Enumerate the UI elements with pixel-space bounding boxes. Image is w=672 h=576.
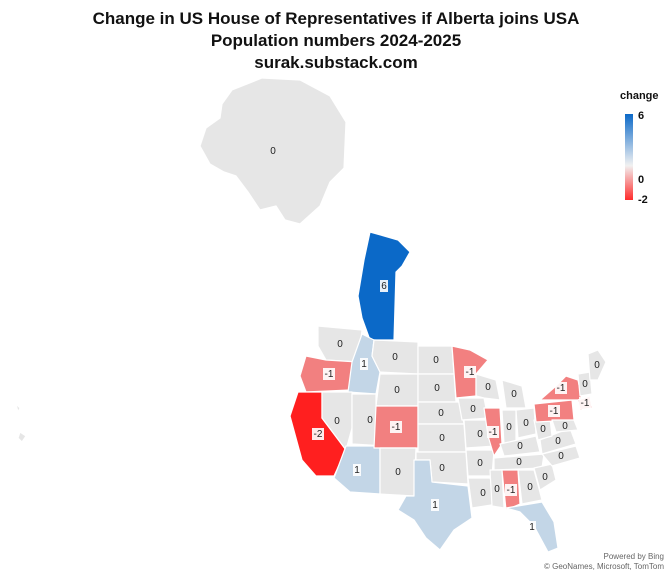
value-label: -1 bbox=[507, 485, 516, 496]
region-alaska[interactable] bbox=[199, 77, 347, 225]
credit-powered-by: Powered by Bing bbox=[603, 552, 664, 561]
value-label: 0 bbox=[555, 436, 561, 447]
value-label: -1 bbox=[550, 406, 559, 417]
region-mississippi[interactable] bbox=[489, 469, 505, 509]
region-florida[interactable] bbox=[505, 501, 559, 553]
map-title: Change in US House of Representatives if… bbox=[0, 8, 672, 74]
value-label: 0 bbox=[367, 415, 373, 426]
value-label-box bbox=[431, 499, 439, 511]
value-label: 0 bbox=[516, 457, 522, 468]
value-label: 1 bbox=[432, 500, 438, 511]
title-line-3: surak.substack.com bbox=[254, 53, 418, 72]
value-label: 0 bbox=[477, 429, 483, 440]
value-label: 0 bbox=[540, 424, 546, 435]
value-label-box bbox=[464, 366, 476, 378]
value-label: 0 bbox=[480, 488, 486, 499]
value-label-box bbox=[360, 358, 368, 370]
value-label: 6 bbox=[381, 281, 387, 292]
region-maine[interactable] bbox=[587, 349, 607, 381]
value-label: 0 bbox=[558, 451, 564, 462]
region-ohio[interactable] bbox=[515, 407, 537, 439]
legend-max-label: 6 bbox=[638, 110, 645, 122]
region-maryland[interactable] bbox=[551, 419, 579, 433]
region-montana[interactable] bbox=[371, 339, 419, 375]
value-label: 0 bbox=[494, 484, 500, 495]
value-label-box bbox=[312, 428, 324, 440]
value-label-box bbox=[323, 368, 335, 380]
region-wisconsin[interactable] bbox=[475, 373, 501, 401]
value-label: 0 bbox=[506, 422, 512, 433]
value-label: 0 bbox=[527, 482, 533, 493]
value-label-box bbox=[505, 484, 517, 496]
value-label: 0 bbox=[523, 418, 529, 429]
value-label: 1 bbox=[529, 522, 535, 533]
value-label: 0 bbox=[439, 463, 445, 474]
value-label-box bbox=[555, 382, 567, 394]
value-label: -1 bbox=[392, 422, 401, 433]
title-line-1: Change in US House of Representatives if… bbox=[92, 9, 580, 28]
title-line-2: Population numbers 2024-2025 bbox=[210, 31, 462, 50]
value-label-box bbox=[528, 521, 536, 533]
value-label: 0 bbox=[392, 352, 398, 363]
value-label: -2 bbox=[314, 429, 323, 440]
value-label: -1 bbox=[325, 369, 334, 380]
value-label: 0 bbox=[434, 383, 440, 394]
value-label: 0 bbox=[485, 382, 491, 393]
value-label: 0 bbox=[394, 385, 400, 396]
value-label: 0 bbox=[334, 416, 340, 427]
value-label-box bbox=[548, 405, 560, 417]
value-label: 0 bbox=[477, 458, 483, 469]
value-label: 0 bbox=[439, 433, 445, 444]
region-hawaii-island bbox=[15, 403, 21, 413]
credit-sources: © GeoNames, Microsoft, TomTom bbox=[544, 562, 664, 571]
legend-title: change bbox=[620, 90, 659, 102]
value-label: 0 bbox=[433, 355, 439, 366]
value-label: 0 bbox=[517, 441, 523, 452]
region-kentucky[interactable] bbox=[499, 435, 541, 457]
legend-mid-label: 0 bbox=[638, 174, 645, 186]
value-label: 0 bbox=[395, 467, 401, 478]
value-label: 1 bbox=[354, 465, 360, 476]
map-credit: Powered by Bing © GeoNames, Microsoft, T… bbox=[544, 552, 664, 572]
region-michigan[interactable] bbox=[501, 379, 527, 409]
region-vermont[interactable] bbox=[577, 371, 593, 397]
value-label: 0 bbox=[511, 389, 517, 400]
map-regions bbox=[15, 77, 607, 553]
region-georgia[interactable] bbox=[517, 469, 543, 505]
value-label-box bbox=[380, 280, 388, 292]
value-label-box bbox=[353, 464, 361, 476]
legend-color-bar bbox=[625, 114, 633, 200]
value-label: 0 bbox=[470, 404, 476, 415]
value-label: 0 bbox=[594, 360, 600, 371]
value-label: 0 bbox=[438, 408, 444, 419]
value-label: 1 bbox=[361, 359, 367, 370]
value-label: -1 bbox=[557, 383, 566, 394]
value-label: 0 bbox=[337, 339, 343, 350]
value-label: 0 bbox=[270, 146, 276, 157]
value-label: -1 bbox=[581, 398, 590, 409]
value-label-box bbox=[390, 421, 402, 433]
legend: change 6 0 -2 bbox=[616, 90, 668, 210]
value-label: 0 bbox=[562, 421, 568, 432]
value-label: 0 bbox=[542, 472, 548, 483]
region-hawaii-island bbox=[17, 431, 27, 443]
value-label: -1 bbox=[489, 427, 498, 438]
value-label: 0 bbox=[582, 379, 588, 390]
legend-min-label: -2 bbox=[638, 194, 648, 206]
value-label-box bbox=[579, 397, 591, 409]
region-nevada[interactable] bbox=[321, 391, 353, 451]
region-south-carolina[interactable] bbox=[533, 463, 557, 491]
value-label: -1 bbox=[466, 367, 475, 378]
region-north-carolina[interactable] bbox=[541, 445, 581, 467]
value-label-box bbox=[487, 426, 499, 438]
